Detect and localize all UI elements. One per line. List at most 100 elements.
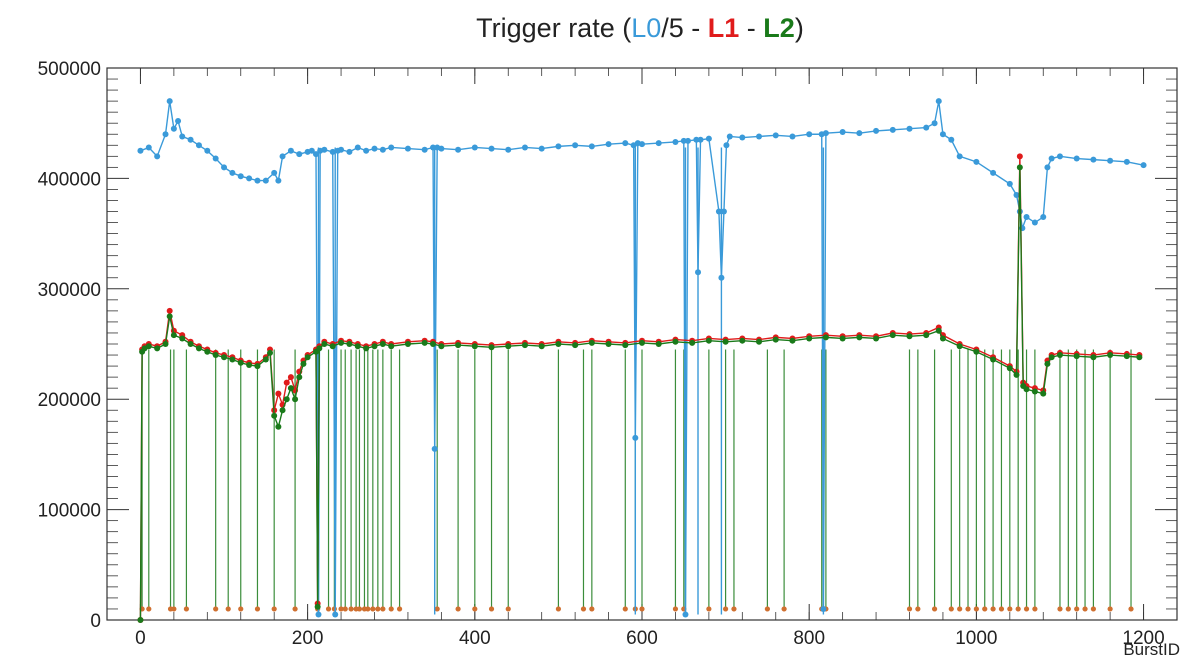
l2-drop-point [348,606,354,612]
point-l0 [388,144,395,151]
point-l0 [822,130,829,137]
point-l2 [973,348,980,355]
point-l2 [655,341,662,347]
title-l0: L0 [631,13,661,43]
point-l0 [321,146,328,153]
point-l2 [162,341,169,347]
l2-drop-point [1015,606,1021,612]
y-tick-label: 300000 [38,280,101,301]
point-l2 [262,356,269,363]
l2-drop-point [965,606,971,612]
l2-drop-point [183,606,190,612]
l2-drop-point [1032,606,1038,612]
point-l0 [820,605,827,612]
point-l2 [229,356,236,363]
x-tick-label: 200 [292,628,324,649]
tick-labels: 0 100000 200000 300000 400000 500000 0 200 400 60… [38,59,1165,649]
point-l0 [639,141,645,148]
point-l0 [175,117,182,124]
y-tick-label: 500000 [38,59,101,80]
point-l0 [179,133,186,140]
point-l0 [312,151,319,158]
point-l0 [204,147,211,154]
point-l2 [935,327,942,334]
point-l2 [839,335,846,342]
point-l0 [1123,158,1130,165]
point-l2 [379,341,386,347]
l2-drop-point [722,606,729,612]
point-l0 [655,140,662,147]
point-l2 [137,617,144,623]
title-sep: - [739,13,763,43]
point-l0 [1006,180,1013,187]
point-l0 [739,134,746,141]
point-l2 [705,337,712,344]
x-tick-label: 1000 [955,628,997,649]
point-l0 [806,131,813,138]
l2-drop-point [990,606,996,612]
l2-drop-point [331,606,337,612]
point-l2 [287,385,294,392]
point-l0 [672,138,679,145]
title-l1: L1 [708,13,740,43]
point-l0 [1013,191,1020,198]
point-l0 [772,132,779,139]
point-l0 [948,136,955,143]
point-l0 [212,155,219,162]
point-l0 [296,151,303,158]
x-tick-label: 0 [135,628,146,649]
point-l0 [935,98,942,105]
point-l2 [292,396,299,403]
point-l2 [488,344,495,351]
point-l0 [315,611,322,618]
l2-drop-point [973,606,979,612]
l2-drop-point [589,606,595,612]
point-l0 [1073,155,1080,162]
point-l2 [271,412,278,419]
l2-drop-point [254,606,261,612]
point-l0 [990,169,997,176]
point-l0 [555,143,562,150]
title-l2: L2 [763,13,795,43]
point-l0 [588,143,595,150]
l2-drop-point [1074,606,1080,612]
l2-drop-point [342,606,348,612]
point-l0 [605,141,612,148]
point-l0 [262,177,269,184]
l2-drop-point [365,606,371,612]
point-l2 [1123,353,1130,360]
point-l0 [287,147,294,154]
point-l0 [505,146,512,153]
l2-drop-point [146,606,152,612]
title-suffix: ) [795,13,804,43]
point-l0 [931,120,938,127]
point-l0 [488,145,495,152]
l2-drop-point [488,606,495,612]
point-l2 [145,343,152,350]
point-l0 [254,177,261,184]
point-l0 [1048,155,1055,162]
point-l2 [237,359,244,366]
y-tick-label: 100000 [38,501,101,522]
point-l2 [622,342,629,349]
l2-drop-point [764,606,770,612]
point-l2 [279,407,286,414]
chart-title: Trigger rate (L0/5 - L1 - L2) [476,13,804,43]
x-tick-label: 800 [793,628,825,649]
l2-drop-point [731,606,737,612]
point-l0 [145,144,152,151]
point-l0 [572,142,579,149]
point-l1 [166,307,173,314]
point-l2 [1006,365,1013,372]
point-l0 [371,145,378,152]
point-l0 [693,136,700,143]
point-l0 [973,158,980,165]
point-l0 [363,147,370,154]
l2-drop-point [1128,606,1134,612]
point-l0 [521,144,528,151]
point-l0 [1140,162,1147,169]
point-l0 [166,98,173,105]
point-l0 [1023,214,1030,221]
point-l2 [588,339,595,346]
point-l0 [718,274,725,281]
